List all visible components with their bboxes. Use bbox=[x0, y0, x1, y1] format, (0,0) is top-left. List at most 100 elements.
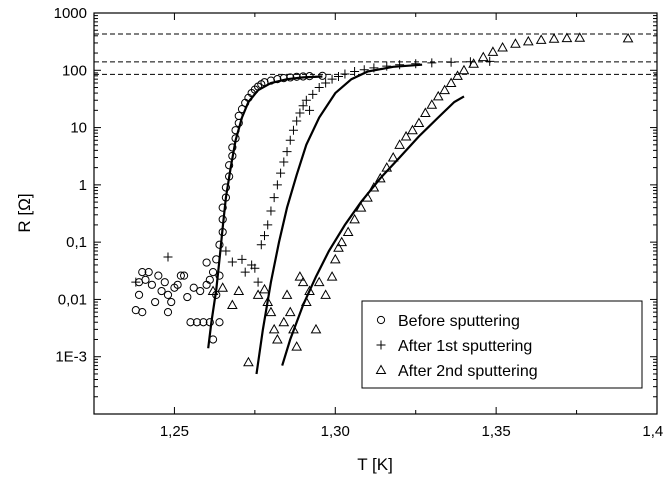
plus-marker bbox=[382, 61, 392, 71]
legend: Before sputtering After 1st sputtering Aft… bbox=[361, 300, 643, 389]
plus-marker bbox=[285, 135, 295, 145]
plus-marker bbox=[314, 83, 324, 93]
triangle-marker bbox=[336, 236, 348, 247]
circle-marker bbox=[163, 290, 173, 299]
x-tick-label: 1,30 bbox=[321, 423, 350, 440]
circle-marker bbox=[205, 275, 214, 284]
circle-marker bbox=[134, 290, 144, 299]
x-tick-label: 1,25 bbox=[160, 423, 189, 440]
triangle-marker bbox=[622, 32, 634, 43]
plus-marker bbox=[163, 252, 173, 262]
plus-marker bbox=[263, 220, 273, 230]
plus-marker bbox=[272, 180, 282, 190]
circle-marker bbox=[279, 74, 288, 83]
plus-marker bbox=[327, 74, 337, 84]
series-plus bbox=[131, 56, 495, 287]
circle-marker bbox=[221, 183, 231, 192]
triangle-marker bbox=[320, 289, 331, 299]
triangle-marker bbox=[304, 285, 315, 296]
triangle-marker bbox=[535, 34, 547, 44]
triangle-marker bbox=[226, 299, 238, 309]
y-axis-title: R [Ω] bbox=[15, 193, 34, 232]
plus-marker bbox=[427, 58, 437, 68]
legend-box bbox=[361, 300, 643, 389]
circle-marker bbox=[141, 275, 150, 284]
plus-marker bbox=[240, 267, 250, 277]
plus-marker bbox=[359, 65, 369, 75]
triangle-marker bbox=[400, 130, 412, 141]
plus-marker bbox=[288, 125, 298, 135]
plus-marker bbox=[334, 71, 344, 81]
triangle-marker bbox=[278, 316, 290, 327]
y-tick-label: 1000 bbox=[54, 5, 87, 22]
circle-marker bbox=[151, 297, 160, 307]
triangle-marker bbox=[413, 117, 425, 128]
circle-marker bbox=[299, 72, 308, 81]
circle-marker bbox=[292, 72, 301, 81]
plus-marker bbox=[411, 59, 421, 69]
plus-marker bbox=[369, 63, 379, 73]
triangle-marker bbox=[477, 51, 489, 62]
plus-marker bbox=[276, 168, 286, 178]
circle-marker bbox=[205, 318, 214, 327]
triangle-marker bbox=[300, 296, 312, 307]
circle-marker bbox=[167, 297, 176, 307]
triangle-marker bbox=[252, 289, 264, 299]
circle-marker bbox=[237, 105, 247, 114]
triangle-marker bbox=[522, 35, 534, 46]
x-axis-title: T [K] bbox=[357, 455, 393, 474]
circle-marker bbox=[189, 283, 198, 292]
plus-marker bbox=[376, 340, 386, 350]
triangle-marker bbox=[265, 306, 277, 317]
triangle-marker bbox=[349, 213, 360, 224]
fit-curve bbox=[207, 75, 323, 349]
triangle-marker bbox=[445, 77, 457, 87]
y-tick-label: 1 bbox=[79, 177, 87, 194]
triangle-marker bbox=[284, 306, 296, 317]
y-tick-label: 100 bbox=[62, 62, 87, 79]
circle-marker bbox=[196, 286, 205, 296]
triangle-marker bbox=[268, 323, 280, 334]
triangle-marker bbox=[294, 271, 306, 281]
triangle-marker bbox=[387, 152, 399, 162]
circle-marker bbox=[183, 292, 192, 302]
triangle-marker bbox=[432, 90, 444, 101]
triangle-marker bbox=[407, 124, 418, 135]
circle-marker bbox=[225, 172, 234, 181]
circle-marker bbox=[154, 271, 163, 280]
triangle-marker bbox=[288, 323, 299, 334]
plot-frame bbox=[93, 12, 658, 415]
triangle-marker bbox=[561, 32, 573, 43]
triangle-marker bbox=[439, 84, 451, 95]
plus-marker bbox=[256, 240, 266, 250]
legend-label: Before sputtering bbox=[398, 313, 520, 330]
triangle-marker bbox=[381, 162, 393, 172]
plus-marker bbox=[260, 231, 270, 241]
fit-curve bbox=[281, 95, 465, 366]
triangle-marker bbox=[326, 271, 338, 281]
circle-marker bbox=[163, 308, 173, 317]
triangle-marker bbox=[510, 38, 521, 48]
circle-marker bbox=[215, 271, 224, 280]
plus-marker bbox=[282, 147, 292, 157]
fit-lines bbox=[207, 63, 465, 375]
triangle-marker bbox=[368, 181, 380, 192]
plus-marker bbox=[292, 116, 302, 126]
plus-marker bbox=[350, 67, 360, 77]
triangle-marker bbox=[262, 296, 274, 307]
plus-marker bbox=[395, 60, 405, 70]
plus-marker bbox=[237, 254, 247, 264]
circle-marker bbox=[157, 286, 166, 296]
circle-marker bbox=[160, 278, 169, 287]
triangle-marker bbox=[233, 285, 245, 296]
circle-marker bbox=[218, 215, 227, 224]
plus-marker bbox=[269, 193, 279, 203]
plus-marker bbox=[279, 157, 289, 167]
triangle-marker bbox=[355, 202, 367, 212]
circle-marker bbox=[212, 255, 221, 264]
plus-marker bbox=[295, 108, 305, 118]
triangle-marker bbox=[420, 107, 431, 117]
plus-marker bbox=[266, 206, 276, 216]
